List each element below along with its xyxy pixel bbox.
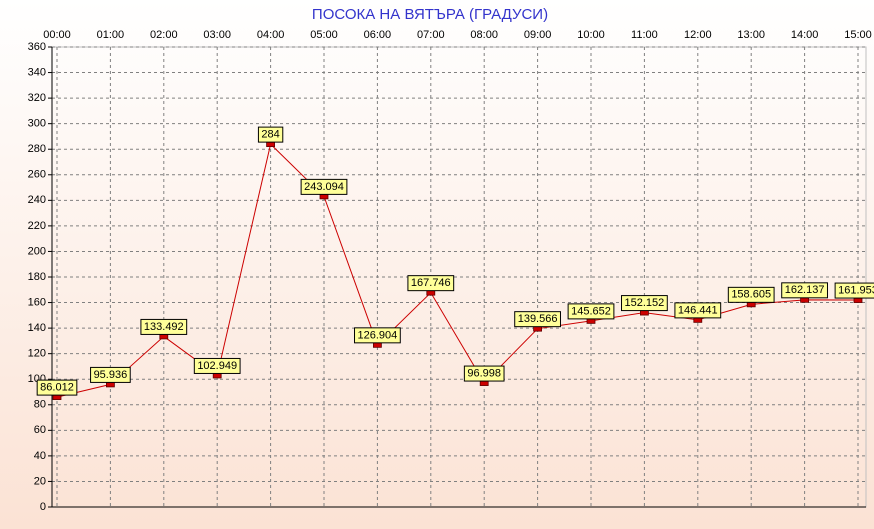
y-tick-label: 200 [28,245,46,257]
x-tick-label: 14:00 [791,29,819,41]
y-tick-label: 260 [28,169,46,181]
data-label: 152.152 [625,297,665,309]
y-tick-label: 0 [40,501,46,513]
data-label: 126.904 [358,329,398,341]
x-tick-label: 09:00 [524,29,552,41]
y-tick-label: 120 [28,348,46,360]
data-label-box [727,286,775,303]
data-label-box [300,178,348,195]
x-tick-label: 12:00 [684,29,712,41]
x-tick-label: 08:00 [470,29,498,41]
data-label-box [674,302,722,319]
data-label: 158.605 [731,289,771,301]
data-label: 86.012 [40,382,74,394]
y-tick-label: 140 [28,322,46,334]
y-tick-label: 360 [28,41,46,53]
y-tick-label: 300 [28,118,46,130]
x-tick-label: 06:00 [364,29,392,41]
data-label-box [257,126,284,143]
data-label: 145.652 [571,305,611,317]
y-tick-label: 20 [34,475,46,487]
y-tick-label: 180 [28,271,46,283]
data-label: 102.949 [197,360,237,372]
data-label-box [354,327,401,344]
data-label-box [621,295,668,312]
data-label: 95.936 [94,369,128,381]
x-tick-label: 05:00 [310,29,338,41]
y-tick-label: 80 [34,399,46,411]
y-tick-label: 320 [28,92,46,104]
data-label-box [193,357,241,374]
x-tick-label: 02:00 [150,29,178,41]
x-tick-label: 11:00 [631,29,658,41]
y-tick-label: 60 [34,424,46,436]
x-tick-label: 13:00 [737,29,765,41]
data-label-box [514,311,561,328]
y-tick-label: 280 [28,143,46,155]
data-label-box [781,282,828,299]
data-label: 133.492 [144,321,184,333]
line [56,143,859,398]
x-tick-label: 03:00 [203,29,231,41]
x-tick-label: 10:00 [577,29,605,41]
chart-title: ПОСОКА НА ВЯТЪРА (ГРАДУСИ) [312,6,548,23]
data-label-box [463,365,505,382]
data-label-box [140,318,188,335]
data-label-box [834,282,874,299]
data-label: 284 [261,129,279,141]
x-tick-label: 15:00 [844,29,872,41]
x-tick-label: 00:00 [43,29,71,41]
y-tick-label: 340 [28,66,46,78]
data-label: 146.441 [678,304,718,316]
y-tick-label: 240 [28,194,46,206]
data-label-box [36,379,78,396]
y-tick-label: 160 [28,296,46,308]
data-label: 243.094 [304,181,344,193]
x-tick-label: 01:00 [97,29,125,41]
x-tick-label: 04:00 [257,29,285,41]
x-tick-label: 07:00 [417,29,445,41]
data-label: 161.953 [838,284,874,296]
data-label-box [407,275,455,292]
data-label: 96.998 [467,367,501,379]
data-label: 139.566 [518,313,558,325]
data-label-box [90,366,131,383]
y-tick-label: 220 [28,220,46,232]
y-tick-label: 40 [34,450,46,462]
data-label-box [567,303,615,320]
data-label: 167.746 [411,277,451,289]
data-label: 162.137 [785,284,825,296]
